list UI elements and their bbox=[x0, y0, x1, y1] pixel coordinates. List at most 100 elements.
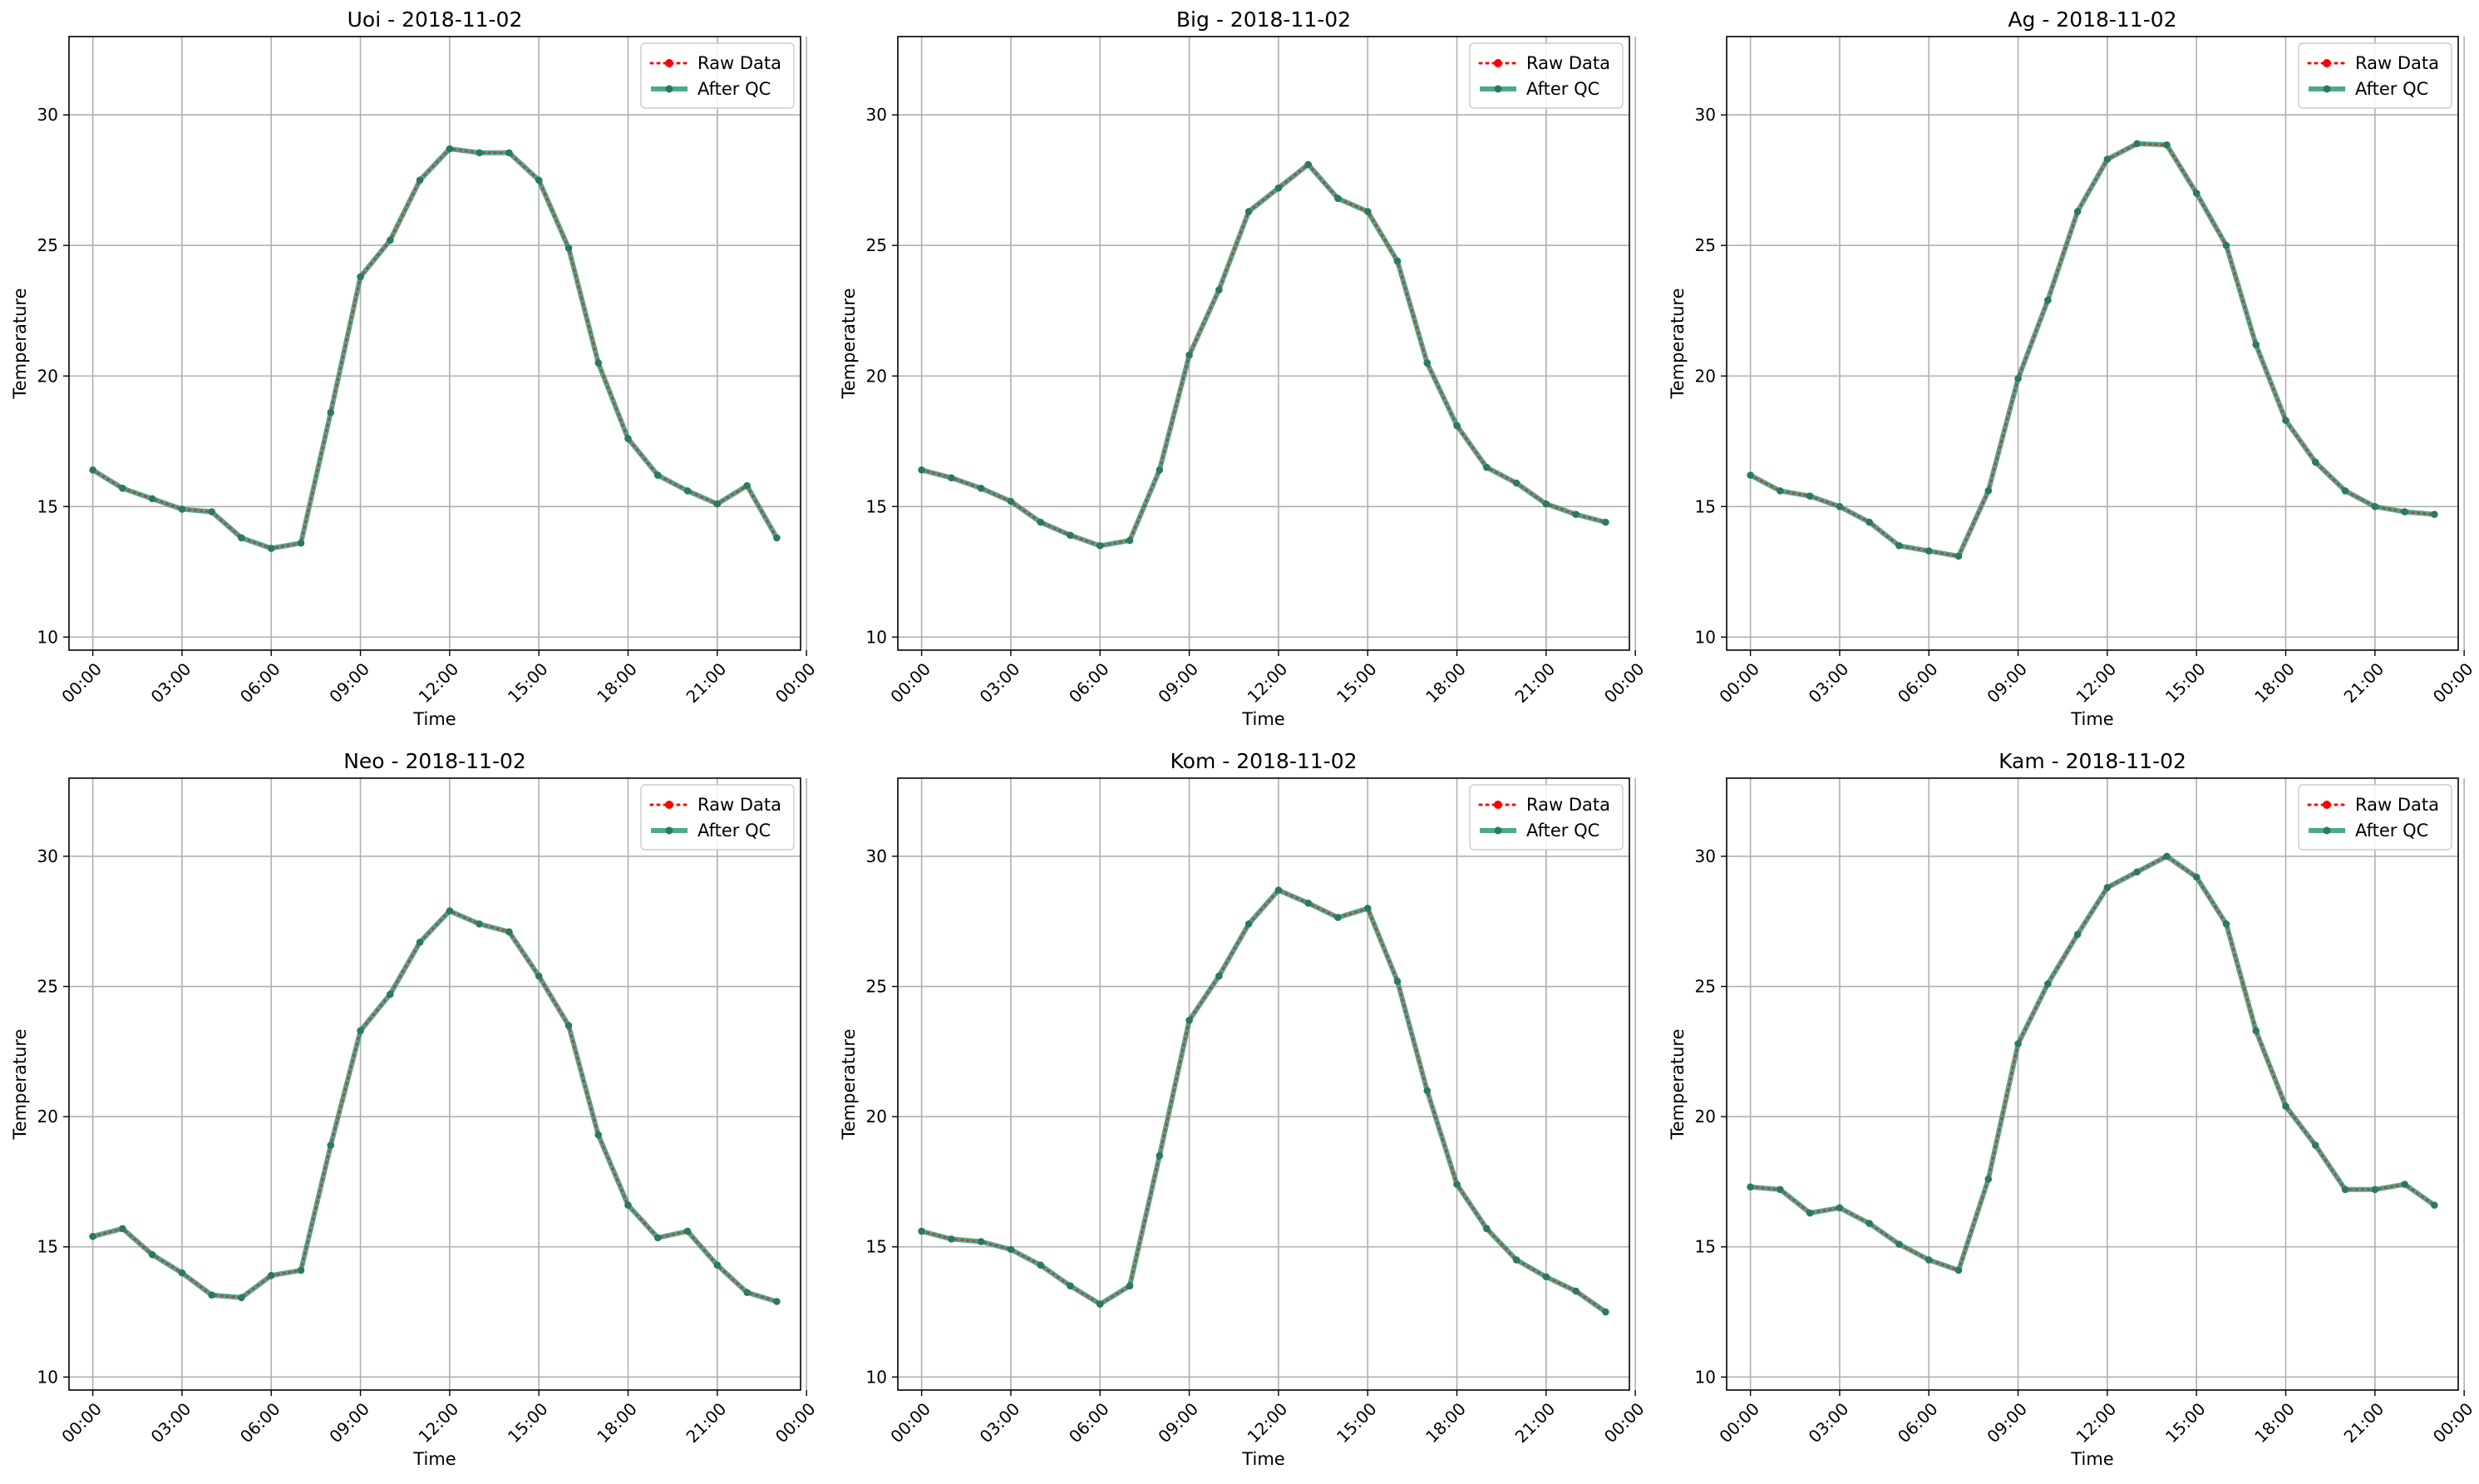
subplot-1-after-qc-point-19 bbox=[653, 471, 662, 479]
subplot-1-xtick-label-4: 12:00 bbox=[415, 658, 463, 707]
subplot-1-after-qc-point-1 bbox=[119, 484, 126, 492]
subplot-4-after-qc-point-20 bbox=[683, 1227, 692, 1235]
subplot-5-after-qc-point-5 bbox=[1067, 1282, 1074, 1290]
subplot-5-after-qc-point-2 bbox=[977, 1238, 985, 1245]
subplot-4-after-qc-point-8 bbox=[327, 1141, 335, 1149]
subplot-2-xtick-label-0: 00:00 bbox=[886, 658, 934, 707]
subplot-2-ytick-label-3: 25 bbox=[866, 235, 887, 255]
subplot-5-after-qc-point-19 bbox=[1482, 1225, 1491, 1233]
subplot-1-after-qc-point-23 bbox=[773, 534, 781, 542]
subplot-3-legend-raw-marker bbox=[2323, 59, 2331, 67]
subplot-3-xtick-label-2: 06:00 bbox=[1894, 658, 1942, 707]
subplot-1-legend-raw-label: Raw Data bbox=[697, 53, 781, 73]
subplot-5-xtick-label-5: 15:00 bbox=[1333, 1398, 1381, 1447]
subplot-6-legend-box bbox=[2298, 784, 2452, 850]
subplot-2-after-qc-point-19 bbox=[1482, 463, 1491, 471]
subplot-5-ytick-label-3: 25 bbox=[866, 977, 887, 997]
subplot-1-after-qc-point-15 bbox=[535, 176, 543, 185]
subplot-2-after-qc-point-23 bbox=[1602, 518, 1609, 526]
subplot-3-after-qc-point-22 bbox=[2401, 508, 2408, 515]
subplot-3-after-qc-point-18 bbox=[2282, 417, 2289, 424]
subplot-6-xtick-label-8: 00:00 bbox=[2429, 1398, 2477, 1447]
subplot-1-after-qc-point-9 bbox=[357, 273, 364, 281]
subplot-5-legend-raw-label: Raw Data bbox=[1526, 795, 1610, 815]
subplot-5-after-qc-point-13 bbox=[1304, 900, 1312, 907]
subplot-1-ytick-label-2: 20 bbox=[37, 366, 58, 386]
subplot-3-xtick-label-5: 15:00 bbox=[2161, 658, 2210, 707]
subplot-6-after-qc-point-14 bbox=[2163, 852, 2171, 860]
subplot-4-after-qc-point-1 bbox=[119, 1225, 126, 1233]
subplot-4-after-qc-point-19 bbox=[653, 1234, 662, 1242]
subplot-1-legend-box bbox=[640, 42, 795, 109]
subplot-1-ytick-label-1: 15 bbox=[37, 496, 58, 516]
subplot-3-after-qc-point-5 bbox=[1895, 542, 1903, 550]
subplot-6-after-qc-point-13 bbox=[2133, 868, 2141, 876]
subplot-1-ytick-label-0: 10 bbox=[37, 627, 58, 647]
subplot-3-xtick-label-1: 03:00 bbox=[1805, 658, 1853, 707]
subplot-4-legend-qc-marker bbox=[665, 826, 673, 835]
subplot-2-legend: Raw Data After QC bbox=[1469, 42, 1624, 109]
subplot-4-after-qc-point-17 bbox=[594, 1131, 603, 1139]
subplot-4-xtick-label-4: 12:00 bbox=[415, 1398, 463, 1447]
subplot-3-title: Ag - 2018-11-02 bbox=[2008, 7, 2176, 32]
subplot-3-ytick-label-0: 10 bbox=[1695, 627, 1716, 647]
subplot-1-series-after-qc-line bbox=[90, 146, 780, 551]
subplot-3-legend: Raw Data After QC bbox=[2298, 42, 2452, 109]
subplot-6-after-qc-point-8 bbox=[1984, 1176, 1993, 1183]
subplot-2-legend-raw-label: Raw Data bbox=[1526, 53, 1610, 73]
subplot-6-ytick-label-4: 30 bbox=[1695, 846, 1716, 866]
subplot-6-series-after-qc-line bbox=[1747, 854, 2437, 1273]
subplot-6-legend-qc-marker bbox=[2323, 826, 2331, 835]
subplot-4-ylabel: Temperature bbox=[10, 1028, 30, 1140]
subplot-4-xtick-label-0: 00:00 bbox=[57, 1398, 106, 1447]
subplot-2-after-qc-point-6 bbox=[1096, 542, 1104, 550]
subplot-1-after-qc-point-7 bbox=[297, 539, 305, 547]
subplot-5-after-qc-point-11 bbox=[1244, 920, 1253, 928]
subplot-2-after-qc-point-7 bbox=[1126, 536, 1134, 545]
subplot-3-xlabel: Time bbox=[2070, 709, 2113, 729]
subplot-6-xtick-label-7: 21:00 bbox=[2340, 1398, 2388, 1447]
subplot-6-after-qc-point-0 bbox=[1747, 1183, 1754, 1191]
subplot-3-after-qc-point-23 bbox=[2431, 510, 2438, 518]
subplot-2-xtick-label-7: 21:00 bbox=[1511, 658, 1560, 707]
subplot-5-series-after-qc-line bbox=[919, 887, 1609, 1314]
subplot-3-after-qc-point-17 bbox=[2252, 341, 2260, 348]
subplot-1-after-qc-point-14 bbox=[505, 149, 513, 157]
subplot-6-after-qc-point-19 bbox=[2311, 1141, 2319, 1149]
subplot-2-after-qc-point-21 bbox=[1542, 500, 1550, 508]
subplot-6: Kam - 2018-11-02 00:00 03:00 06:00 09:00 12:0… bbox=[1668, 749, 2477, 1469]
subplot-4-ytick-label-2: 20 bbox=[37, 1107, 58, 1127]
subplot-3-series-raw-data-line bbox=[1749, 142, 2436, 558]
subplot-5-after-qc-point-3 bbox=[1007, 1245, 1015, 1254]
subplot-4-xtick-label-6: 18:00 bbox=[593, 1398, 641, 1447]
subplot-6-legend-raw-label: Raw Data bbox=[2355, 795, 2439, 815]
subplot-3-after-qc-point-7 bbox=[1954, 552, 1963, 560]
subplot-4-ytick-label-3: 25 bbox=[37, 977, 58, 997]
subplot-5-after-qc-point-7 bbox=[1126, 1282, 1134, 1290]
subplot-5-xtick-label-0: 00:00 bbox=[886, 1398, 934, 1447]
subplot-6-frame bbox=[1726, 777, 2459, 1391]
subplot-4-xlabel: Time bbox=[412, 1449, 456, 1469]
subplot-3-after-qc-point-21 bbox=[2371, 502, 2379, 510]
subplot-5-legend-qc-label: After QC bbox=[1526, 821, 1599, 841]
subplot-1-xtick-label-5: 15:00 bbox=[504, 658, 552, 707]
subplot-3-after-qc-point-3 bbox=[1836, 502, 1844, 510]
subplot-1-after-qc-point-16 bbox=[564, 244, 573, 252]
subplot-6-after-qc-point-10 bbox=[2044, 980, 2052, 988]
subplot-5-title: Kom - 2018-11-02 bbox=[1171, 749, 1358, 773]
subplot-1-xtick-label-7: 21:00 bbox=[683, 658, 731, 707]
subplot-1-after-qc-point-5 bbox=[238, 534, 245, 542]
subplot-4-after-qc-point-21 bbox=[713, 1261, 722, 1269]
subplot-4-after-qc-point-9 bbox=[357, 1027, 364, 1035]
subplot-4-legend-raw-label: Raw Data bbox=[697, 795, 781, 815]
subplot-5-ytick-label-2: 20 bbox=[866, 1107, 887, 1127]
subplot-1-after-qc-point-20 bbox=[683, 487, 692, 495]
subplot-5-after-qc-point-10 bbox=[1215, 972, 1223, 980]
subplot-4-after-qc-point-4 bbox=[208, 1291, 216, 1299]
subplot-2-xtick-label-5: 15:00 bbox=[1333, 658, 1381, 707]
subplot-5: Kom - 2018-11-02 00:00 03:00 06:00 09:00 12:0… bbox=[839, 749, 1649, 1469]
subplot-1-after-qc-point-22 bbox=[743, 481, 751, 490]
subplot-3-after-qc-point-13 bbox=[2133, 140, 2141, 148]
subplot-6-after-qc-point-18 bbox=[2282, 1102, 2289, 1110]
